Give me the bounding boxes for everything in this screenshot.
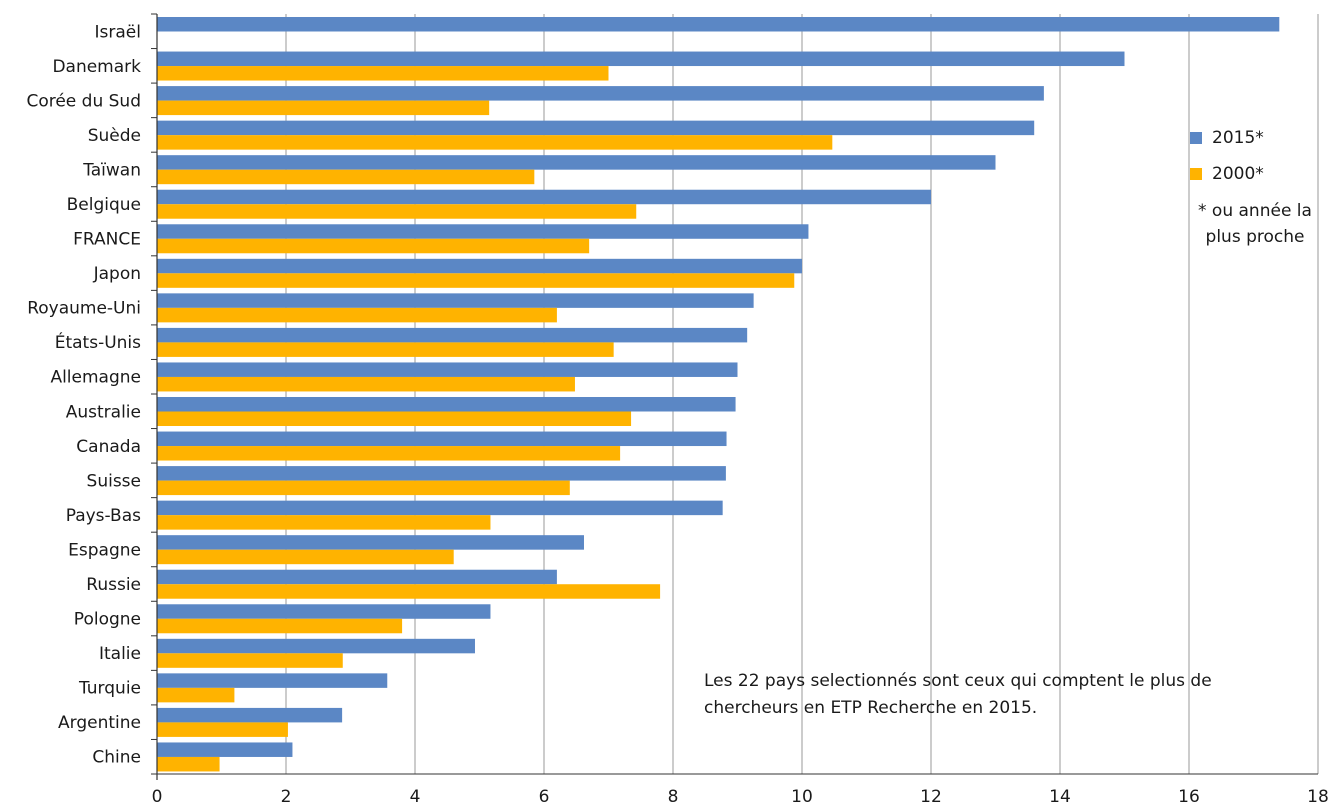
bar-2015 — [157, 258, 802, 274]
bar-2000 — [157, 515, 491, 530]
bar-2000 — [157, 273, 795, 288]
category-label: Russie — [86, 575, 141, 595]
bar-2015 — [157, 86, 1044, 101]
category-label: Turquie — [78, 679, 141, 699]
bar-2015 — [157, 17, 1280, 32]
bar-2000 — [157, 722, 288, 737]
bar-2000 — [157, 135, 833, 150]
bar-2015 — [157, 569, 557, 585]
bar-2000 — [157, 307, 557, 323]
bar-2015 — [157, 120, 1035, 136]
bar-2015 — [157, 327, 748, 343]
bar-2000 — [157, 376, 575, 392]
bar-2015 — [157, 293, 754, 308]
category-label: Royaume-Uni — [27, 299, 141, 319]
bar-2015 — [157, 500, 723, 516]
bar-2000 — [157, 687, 235, 703]
bars — [157, 17, 1280, 772]
bar-2015 — [157, 362, 738, 377]
bar-2000 — [157, 100, 490, 116]
category-label: Japon — [93, 264, 141, 284]
category-label: États-Unis — [55, 331, 141, 353]
bar-2000 — [157, 549, 454, 565]
bar-2015 — [157, 707, 343, 723]
bar-2015 — [157, 535, 584, 550]
category-label: Australie — [66, 402, 141, 422]
bar-2015 — [157, 51, 1125, 67]
bar-2015 — [157, 742, 293, 757]
x-tick-label: 12 — [920, 787, 942, 807]
category-label: Danemark — [52, 57, 141, 77]
bar-2015 — [157, 431, 727, 447]
category-label: Belgique — [67, 195, 141, 215]
legend-swatch-2000 — [1190, 168, 1202, 180]
category-label: Argentine — [58, 713, 141, 733]
bar-2015 — [157, 224, 809, 239]
x-tick-label: 2 — [281, 787, 292, 807]
category-label: Israël — [95, 22, 141, 42]
legend-item-2015: 2015* — [1190, 120, 1325, 156]
category-label: Allemagne — [50, 368, 141, 388]
bar-2000 — [157, 584, 661, 599]
x-tick-label: 16 — [1178, 787, 1200, 807]
category-label: Suisse — [87, 471, 141, 491]
bar-2000 — [157, 618, 403, 634]
bar-2000 — [157, 480, 570, 496]
category-label: Pologne — [74, 610, 141, 630]
chart-annotation: Les 22 pays selectionnés sont ceux qui c… — [704, 671, 1212, 718]
bar-2000 — [157, 411, 632, 426]
x-tick-label: 4 — [410, 787, 421, 807]
bar-2000 — [157, 204, 637, 219]
tick-labels: 0 2 4 6 8 10 12 14 16 18 — [152, 787, 1329, 807]
bar-2015 — [157, 189, 931, 205]
bar-2015 — [157, 604, 491, 619]
category-label: Pays-Bas — [66, 506, 141, 526]
category-label: Italie — [99, 644, 141, 664]
bar-2015 — [157, 638, 475, 654]
category-label: Espagne — [68, 540, 141, 560]
x-tick-label: 6 — [539, 787, 550, 807]
legend: 2015* 2000* * ou année la plus proche — [1190, 120, 1325, 250]
legend-item-2000: 2000* — [1190, 156, 1325, 192]
bar-2000 — [157, 238, 590, 254]
bar-2015 — [157, 155, 996, 170]
category-label: Chine — [92, 748, 141, 768]
bar-2015 — [157, 466, 726, 481]
bar-2000 — [157, 756, 220, 772]
x-tick-label: 0 — [152, 787, 163, 807]
x-tick-label: 18 — [1307, 787, 1329, 807]
bar-2000 — [157, 169, 535, 185]
category-label: FRANCE — [73, 230, 141, 250]
bar-2000 — [157, 446, 621, 461]
axes — [151, 13, 1318, 780]
legend-note: * ou année la plus proche — [1198, 201, 1312, 247]
bar-2000 — [157, 342, 614, 357]
legend-label-2000: 2000* — [1212, 164, 1264, 184]
category-label: Taïwan — [82, 160, 141, 180]
bar-2015 — [157, 397, 736, 412]
x-tick-label: 8 — [668, 787, 679, 807]
x-tick-label: 10 — [791, 787, 813, 807]
category-labels: Israël Danemark Corée du Sud Suède Taïwan Bel… — [26, 22, 141, 767]
x-tick-label: 14 — [1049, 787, 1071, 807]
bar-2000 — [157, 66, 609, 81]
category-label: Corée du Sud — [26, 91, 141, 111]
category-label: Suède — [88, 126, 141, 146]
bar-2015 — [157, 673, 388, 688]
bar-2000 — [157, 653, 343, 668]
legend-swatch-2015 — [1190, 132, 1202, 144]
legend-label-2015: 2015* — [1212, 128, 1264, 148]
category-label: Canada — [76, 437, 141, 457]
